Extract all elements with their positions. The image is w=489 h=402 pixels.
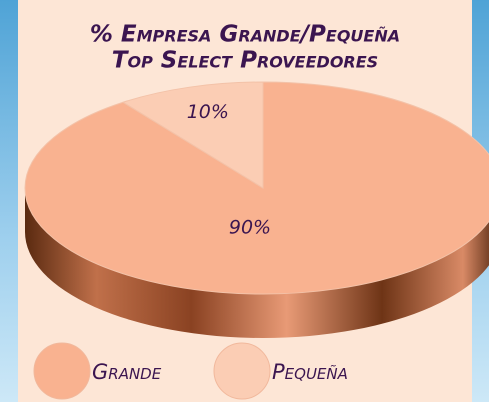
legend-swatch xyxy=(34,343,90,399)
chart: % Empresa Grande/Pequeña Top Select Prov… xyxy=(0,0,489,402)
chart-subtitle: Top Select Proveedores xyxy=(112,48,378,74)
chart-title: % Empresa Grande/Pequeña xyxy=(90,22,400,48)
legend-label: Pequeña xyxy=(272,360,348,384)
page: % Empresa Grande/Pequeña Top Select Prov… xyxy=(0,0,489,402)
legend-swatch xyxy=(214,343,270,399)
data-label: 90% xyxy=(229,217,271,239)
legend-label: Grande xyxy=(92,360,162,384)
data-label: 10% xyxy=(187,101,229,123)
